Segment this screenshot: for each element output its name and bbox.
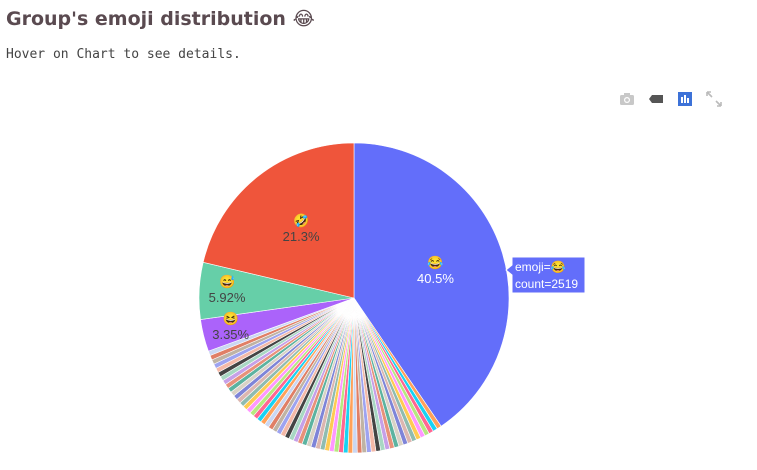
chart-logo-icon [678,92,692,106]
slice-label-percent: 3.35% [212,327,249,342]
title-emoji: 😂 [292,8,315,30]
chart-logo-button[interactable] [674,88,696,110]
slice-label-percent: 21.3% [283,229,320,244]
slice-label-emoji: 🤣 [292,213,309,229]
camera-icon [620,93,634,105]
chart-toolbar [616,88,725,110]
expand-icon [706,91,722,107]
page-subtitle: Hover on Chart to see details. [6,47,241,62]
slice-label-emoji: 😆 [223,311,239,326]
tooltip-count: count=2519 [515,277,578,291]
hover-tooltip: emoji=😂 count=2519 [505,256,586,294]
slice-label-percent: 40.5% [417,271,454,286]
eraser-icon [649,95,663,103]
expand-button[interactable] [703,88,725,110]
camera-button[interactable] [616,88,638,110]
slice-label-emoji: 😂 [427,255,443,270]
slice-label-percent: 5.92% [209,290,246,305]
reset-button[interactable] [645,88,667,110]
slice-label-emoji: 😅 [219,274,235,289]
tooltip-emoji: emoji=😂 [515,260,566,274]
pie-slice[interactable] [353,142,510,427]
page-title: Group's emoji distribution 😂 [6,8,315,30]
pie-slice[interactable] [202,142,355,299]
